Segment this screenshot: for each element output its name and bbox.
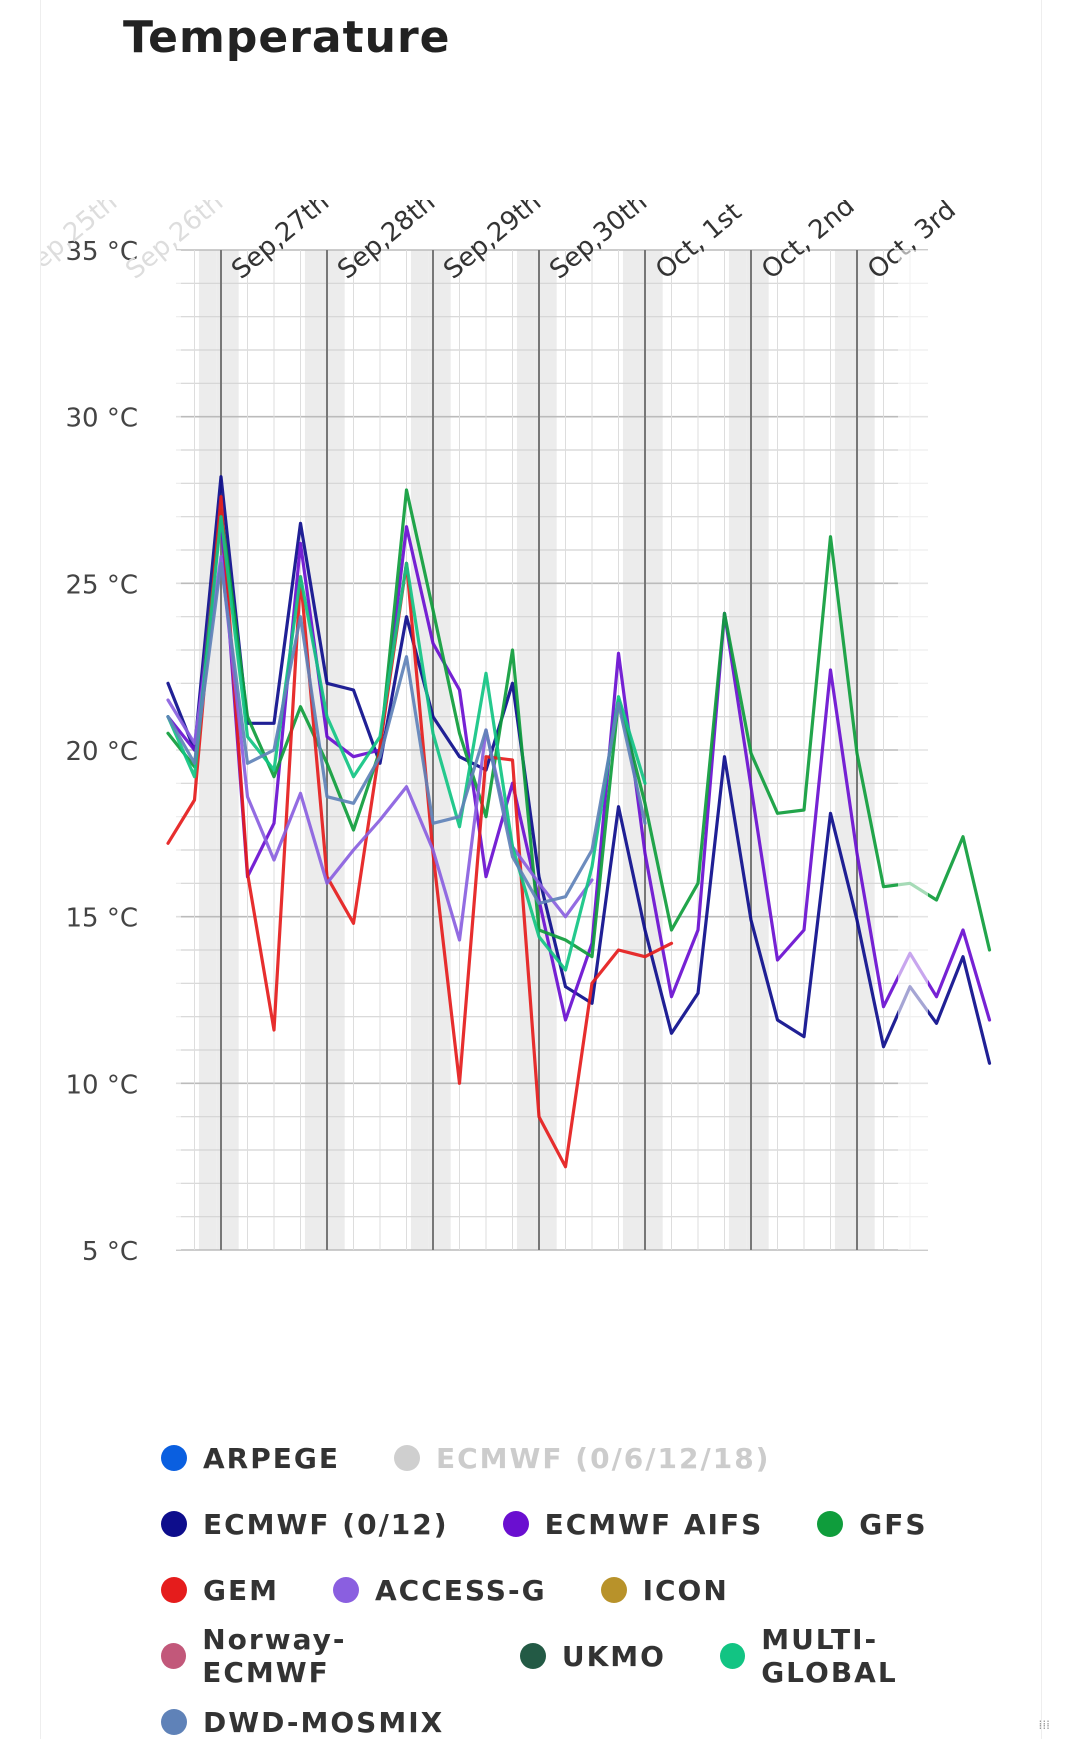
legend-swatch — [817, 1511, 844, 1537]
history-fade — [176, 250, 181, 1250]
legend-item[interactable]: ARPEGE — [161, 1442, 340, 1475]
legend-item[interactable]: ECMWF AIFS — [502, 1507, 764, 1541]
series-line-multi-global — [166, 515, 647, 972]
legend-label: Norway-ECMWF — [202, 1623, 347, 1689]
legend-swatch — [161, 1511, 187, 1537]
legend-row: DWD-MOSMIX — [161, 1689, 1061, 1755]
temperature-chart: 5 °C10 °C15 °C20 °C25 °C30 °C35 °CSep,25… — [41, 200, 992, 1267]
series-line-access-g — [166, 555, 594, 942]
legend-swatch — [161, 1577, 187, 1603]
chart-legend: ARPEGE ECMWF (0/6/12/18) ECMWF (0/12) ECMWF… — [161, 1425, 1061, 1755]
watermark: ⁞⁞⁞ — [1038, 1718, 1050, 1732]
series-line-ecmwf-0-12- — [166, 475, 992, 1065]
legend-row: ARPEGE ECMWF (0/6/12/18) — [161, 1425, 1061, 1491]
series-line-gfs — [166, 488, 992, 959]
legend-item[interactable]: MULTI-GLOBAL — [719, 1623, 1007, 1689]
legend-item[interactable]: ACCESS-G — [332, 1573, 547, 1607]
legend-label: ACCESS-G — [374, 1573, 547, 1607]
legend-label: ARPEGE — [203, 1441, 340, 1475]
legend-swatch — [332, 1577, 359, 1603]
legend-swatch — [161, 1709, 187, 1735]
series-line-dwd-mosmix — [166, 561, 647, 905]
legend-swatch — [519, 1643, 546, 1669]
legend-row: Norway-ECMWF UKMO MULTI-GLOBAL — [161, 1623, 1061, 1689]
legend-label: ECMWF (0/12) — [203, 1507, 449, 1541]
legend-item[interactable]: ECMWF (0/6/12/18) — [394, 1442, 770, 1475]
legend-label: ICON — [642, 1573, 729, 1607]
legend-item[interactable]: ICON — [600, 1573, 729, 1607]
legend-label: DWD-MOSMIX — [203, 1705, 445, 1739]
y-tick-label: 30 °C — [65, 404, 138, 434]
legend-row: ECMWF (0/12) ECMWF AIFS GFS — [161, 1491, 1061, 1557]
legend-item[interactable]: GEM — [161, 1574, 279, 1607]
legend-label: ECMWF (0/6/12/18) — [436, 1441, 771, 1475]
legend-label: MULTI-GLOBAL — [761, 1623, 898, 1689]
legend-item[interactable]: Norway-ECMWF — [161, 1623, 466, 1689]
legend-swatch — [719, 1643, 746, 1669]
y-tick-label: 25 °C — [65, 570, 138, 600]
y-tick-label: 15 °C — [65, 904, 138, 934]
chart-card: Temperature 5 °C 10 °C 15 °C 20 °C 25 °C 30 °… — [40, 0, 1042, 1739]
legend-item[interactable]: UKMO — [519, 1639, 666, 1673]
y-tick-label: 5 °C — [82, 1237, 138, 1267]
legend-label: GFS — [859, 1507, 928, 1541]
series-line-ecmwf-aifs — [166, 515, 992, 1022]
legend-item[interactable]: ECMWF (0/12) — [161, 1508, 449, 1541]
y-tick-label: 10 °C — [65, 1070, 138, 1100]
series-line-gem — [166, 495, 674, 1169]
legend-swatch — [161, 1445, 187, 1471]
legend-row: GEM ACCESS-G ICON — [161, 1557, 1061, 1623]
legend-item[interactable]: DWD-MOSMIX — [161, 1706, 444, 1739]
legend-swatch — [600, 1577, 627, 1603]
y-tick-label: 20 °C — [65, 737, 138, 767]
legend-swatch — [394, 1445, 420, 1471]
legend-item[interactable]: GFS — [817, 1508, 927, 1541]
legend-label: UKMO — [561, 1639, 666, 1673]
chart-title: Temperature — [123, 12, 451, 63]
legend-swatch — [502, 1511, 529, 1537]
y-tick-label: 35 °C — [65, 237, 138, 267]
legend-swatch — [161, 1643, 187, 1669]
legend-label: ECMWF AIFS — [544, 1507, 764, 1541]
edge-fade — [898, 250, 928, 1250]
legend-label: GEM — [203, 1573, 279, 1607]
